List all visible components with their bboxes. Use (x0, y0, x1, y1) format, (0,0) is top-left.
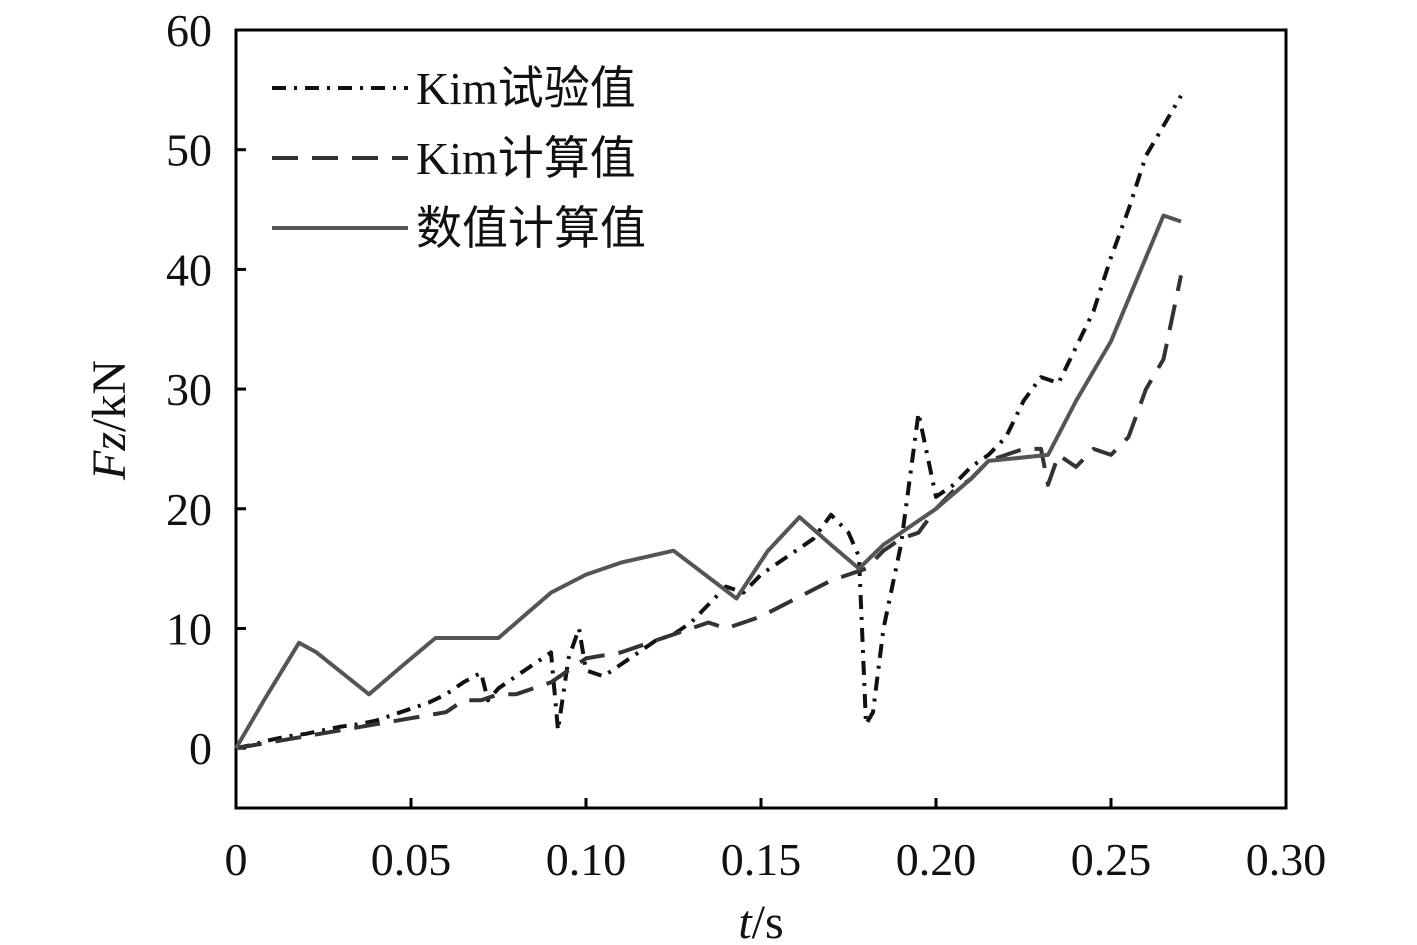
y-tick-label: 40 (166, 244, 212, 295)
x-tick-label: 0.25 (1071, 834, 1152, 885)
x-tick-label: 0 (225, 834, 248, 885)
series-line-2 (235, 274, 1183, 751)
y-tick-label: 30 (166, 364, 212, 415)
x-axis-title: t/s (738, 896, 783, 945)
x-tick-label: 0.15 (721, 834, 802, 885)
x-tick-label: 0.20 (896, 834, 977, 885)
y-tick-label: 50 (166, 125, 212, 176)
y-tick-label: 60 (166, 5, 212, 56)
legend-label-3: 数值计算值 (416, 203, 646, 254)
y-tick-label: 20 (166, 484, 212, 535)
series-line-1 (235, 94, 1183, 751)
x-tick-label: 0.30 (1246, 834, 1327, 885)
series-layer (234, 94, 1183, 751)
plot-frame (234, 28, 1288, 810)
legend-label-2: Kim计算值 (416, 133, 636, 184)
x-tick-label: 0.10 (546, 834, 627, 885)
y-tick-label: 10 (166, 603, 212, 654)
y-axis-title: Fz/kN (83, 360, 136, 481)
y-axis: 0 10 20 30 40 50 60 (166, 5, 246, 774)
y-tick-label: 0 (189, 723, 212, 774)
legend-label-1: Kim试验值 (416, 63, 636, 114)
series-line-3 (234, 213, 1182, 750)
x-tick-label: 0.05 (371, 834, 452, 885)
x-axis: 0 0.05 0.10 0.15 0.20 0.25 0.30 (225, 798, 1327, 885)
